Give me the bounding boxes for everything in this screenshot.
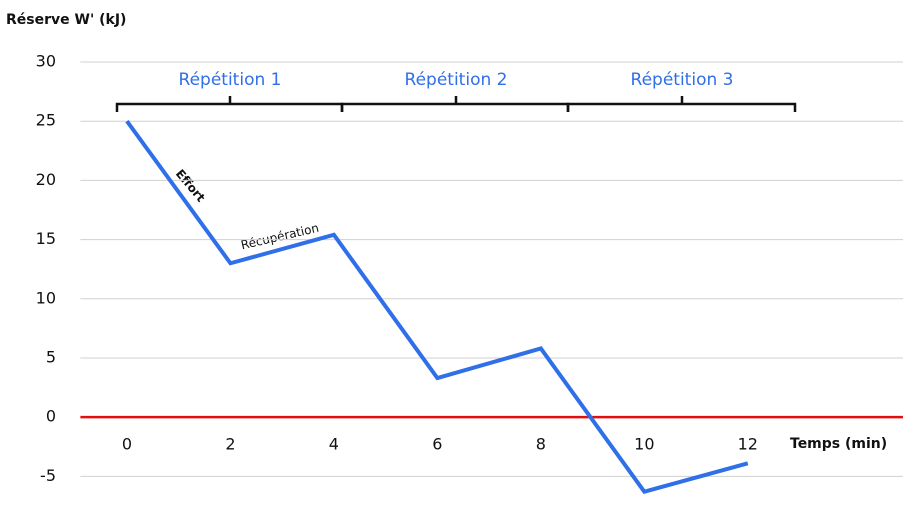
y-tick-label: 10 — [36, 288, 56, 307]
x-axis-title: Temps (min) — [790, 436, 887, 452]
x-tick-label: 2 — [225, 435, 235, 454]
y-tick-label: 25 — [36, 111, 56, 130]
y-tick-label: 15 — [36, 229, 56, 248]
x-tick-label: 6 — [432, 435, 442, 454]
y-tick-label: 30 — [36, 52, 56, 71]
bracket — [340, 96, 570, 112]
y-tick-label: 20 — [36, 170, 56, 189]
x-tick-label: 4 — [329, 435, 339, 454]
y-tick-label: 5 — [46, 347, 56, 366]
y-tick-label: 0 — [46, 407, 56, 426]
x-tick-label: 10 — [634, 435, 654, 454]
y-tick-label: -5 — [40, 466, 56, 485]
bracket — [566, 96, 797, 112]
data-line — [125, 120, 749, 495]
x-tick-label: 8 — [536, 435, 546, 454]
phase-label: Répétition 3 — [631, 70, 734, 90]
bracket — [115, 96, 344, 112]
phase-label: Répétition 1 — [179, 70, 282, 90]
x-tick-label: 0 — [122, 435, 132, 454]
phase-label: Répétition 2 — [405, 70, 508, 90]
x-tick-label: 12 — [738, 435, 758, 454]
annotation: Récupération — [239, 221, 320, 253]
y-axis-title: Réserve W' (kJ) — [6, 12, 126, 28]
annotation: Effort — [173, 167, 208, 205]
